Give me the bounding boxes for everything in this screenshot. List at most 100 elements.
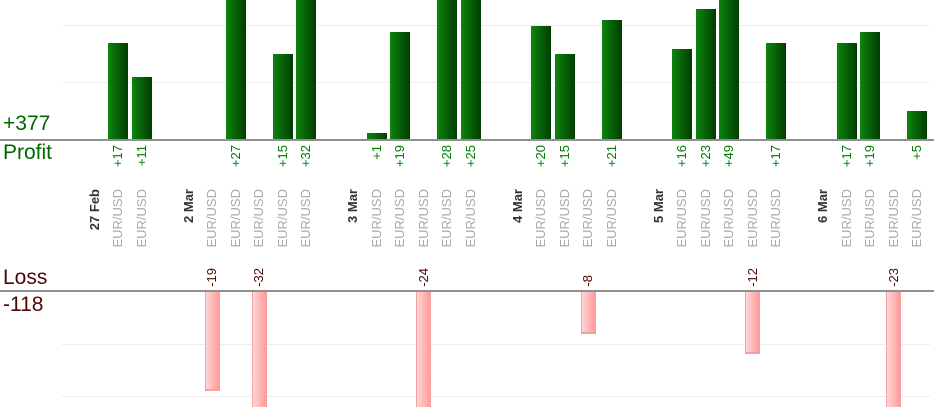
label-cell [107, 258, 131, 290]
profit-axis-line [0, 139, 934, 141]
symbol-label: EUR/USD [721, 189, 737, 248]
profit-bar [907, 111, 928, 139]
category-cell: EUR/USD [694, 186, 718, 258]
profit-value-label: +15 [274, 145, 290, 168]
label-cell [342, 141, 366, 186]
plot-cell [577, 292, 601, 407]
label-cell: +19 [389, 141, 413, 186]
plot-cell [459, 0, 483, 139]
symbol-label: EUR/USD [744, 189, 760, 248]
plot-cell [835, 0, 859, 139]
spacer-cell [318, 292, 342, 407]
plot-cell [459, 292, 483, 407]
category-cell: EUR/USD [436, 186, 460, 258]
plot-cell [412, 0, 436, 139]
loss-bar [580, 292, 596, 334]
category-cell: EUR/USD [389, 186, 413, 258]
plot-cell [906, 0, 930, 139]
plot-cell [389, 0, 413, 139]
profit-value-label: +11 [133, 145, 149, 167]
category-row: 27 Feb EUR/USD EUR/USD 2 Mar EUR/USD EUR/USD E… [0, 186, 934, 258]
label-cell: -24 [412, 258, 436, 290]
label-cell: +19 [859, 141, 883, 186]
loss-value-label: -32 [251, 268, 267, 287]
category-cell: EUR/USD [365, 186, 389, 258]
label-cell [224, 258, 248, 290]
category-cell: EUR/USD [224, 186, 248, 258]
label-cell: +32 [295, 141, 319, 186]
plot-cell [859, 292, 883, 407]
label-cell [577, 141, 601, 186]
plot-cell [130, 292, 154, 407]
label-cell [671, 258, 695, 290]
symbol-label: EUR/USD [462, 189, 478, 248]
plot-cell [295, 0, 319, 139]
plot-cell [577, 0, 601, 139]
label-cell: +16 [671, 141, 695, 186]
plot-cell [248, 0, 272, 139]
gridline [62, 396, 930, 397]
plot-cell [741, 292, 765, 407]
label-cell: -8 [577, 258, 601, 290]
profit-bar [366, 133, 387, 139]
category-cell: 27 Feb [83, 186, 107, 258]
profit-axis-caption: Profit [3, 141, 53, 164]
plot-cell [342, 0, 366, 139]
loss-value-label: -8 [580, 275, 596, 287]
category-cell: EUR/USD [577, 186, 601, 258]
profit-bar [225, 0, 246, 139]
profit-value-label: +16 [674, 145, 690, 168]
loss-axis-caption: Loss [3, 266, 48, 289]
label-cell: +21 [600, 141, 624, 186]
category-cell: 4 Mar [506, 186, 530, 258]
category-cell: EUR/USD [107, 186, 131, 258]
label-cell [647, 141, 671, 186]
category-cell: EUR/USD [765, 186, 789, 258]
plot-cell [248, 292, 272, 407]
profit-value-label: +32 [298, 145, 314, 168]
label-cell [271, 258, 295, 290]
category-cell: EUR/USD [906, 186, 930, 258]
label-cell: +17 [835, 141, 859, 186]
symbol-label: EUR/USD [204, 189, 220, 248]
plot-cell [271, 292, 295, 407]
symbol-label: EUR/USD [415, 189, 431, 248]
loss-value-label: -12 [744, 268, 760, 287]
category-cell: EUR/USD [671, 186, 695, 258]
date-label: 2 Mar [180, 189, 196, 223]
label-cell: +15 [271, 141, 295, 186]
symbol-label: EUR/USD [439, 189, 455, 248]
symbol-label: EUR/USD [227, 189, 243, 248]
plot-cell [671, 0, 695, 139]
label-cell: -12 [741, 258, 765, 290]
loss-bar [416, 292, 432, 407]
profit-labels-row: +17 +11 +27 +15 +32 +1 +19 +28 +25 +20 +15 +21 +16 +2… [0, 141, 934, 186]
loss-value-label: -19 [204, 268, 220, 287]
label-cell [812, 141, 836, 186]
label-cell [83, 258, 107, 290]
label-cell: -19 [201, 258, 225, 290]
profit-value-label: +19 [392, 145, 408, 168]
symbol-label: EUR/USD [274, 189, 290, 248]
profit-value-label: +20 [533, 145, 549, 168]
plot-cell [671, 292, 695, 407]
profit-value-label: +15 [556, 145, 572, 168]
label-cell [694, 258, 718, 290]
profit-value-label: +25 [462, 145, 478, 168]
profit-bar [272, 54, 293, 139]
profit-value-label: +21 [603, 145, 619, 168]
profit-bar [460, 0, 481, 139]
spacer-cell [624, 186, 648, 258]
label-cell [835, 258, 859, 290]
plot-cell [600, 0, 624, 139]
profit-bar [296, 0, 317, 139]
profit-bar [719, 0, 740, 139]
category-cell: EUR/USD [130, 186, 154, 258]
category-cell: EUR/USD [553, 186, 577, 258]
label-cell: +15 [553, 141, 577, 186]
symbol-label: EUR/USD [251, 189, 267, 248]
plot-cell [553, 292, 577, 407]
label-cell [436, 258, 460, 290]
spacer-cell [318, 258, 342, 290]
